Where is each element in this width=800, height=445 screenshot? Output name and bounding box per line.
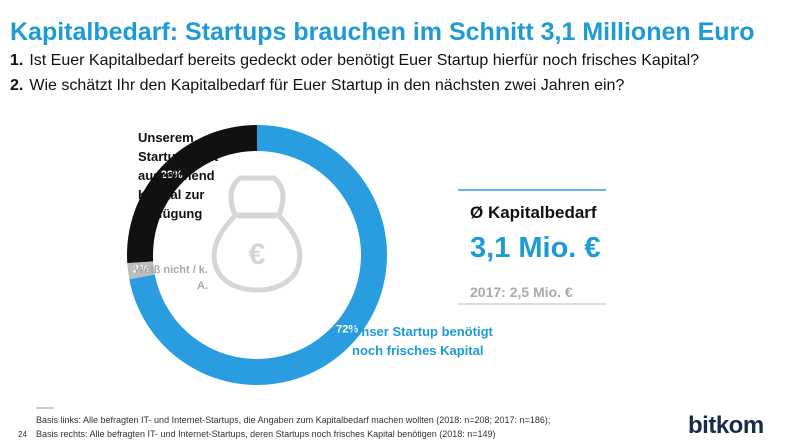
footnote: Basis links: Alle befragten IT- und Inte… xyxy=(36,415,551,425)
logo: bitkom xyxy=(688,412,764,439)
money-bag-icon xyxy=(211,175,303,293)
chart-title: Kapitalbedarf: Startups brauchen im Schn… xyxy=(10,18,755,46)
question: 1. Ist Euer Kapitalbedarf bereits gedeckt… xyxy=(10,52,699,70)
footnote: Basis rechts: Alle befragten IT- und Int… xyxy=(36,429,496,439)
question-text: Ist Euer Kapitalbedarf bereits gedeckt o… xyxy=(29,52,700,69)
summary-heading: Ø Kapitalbedarf xyxy=(470,203,597,222)
category-label: Weiß nicht / k. A. xyxy=(134,264,208,292)
question-text: Wie schätzt Ihr den Kapitalbedarf für Eu… xyxy=(29,77,625,94)
page-number: 24 xyxy=(18,430,27,439)
euro-icon: € xyxy=(249,238,266,271)
value-label: 72% xyxy=(336,323,358,335)
summary-previous: 2017: 2,5 Mio. € xyxy=(470,284,573,300)
value-label: 26% xyxy=(161,169,183,181)
summary-value: 3,1 Mio. € xyxy=(470,232,601,264)
category-label: Unser Startup benötigt noch frisches Kap… xyxy=(352,324,493,358)
question: 2. Wie schätzt Ihr den Kapitalbedarf für … xyxy=(10,77,624,95)
donut-segment xyxy=(127,261,155,280)
value-label: 2% xyxy=(133,264,149,276)
question-number: 1. xyxy=(10,52,24,69)
donut-segment xyxy=(127,125,258,264)
category-label: Unserem Startup steht ausreichend Kapita… xyxy=(138,130,219,221)
question-number: 2. xyxy=(10,77,24,94)
